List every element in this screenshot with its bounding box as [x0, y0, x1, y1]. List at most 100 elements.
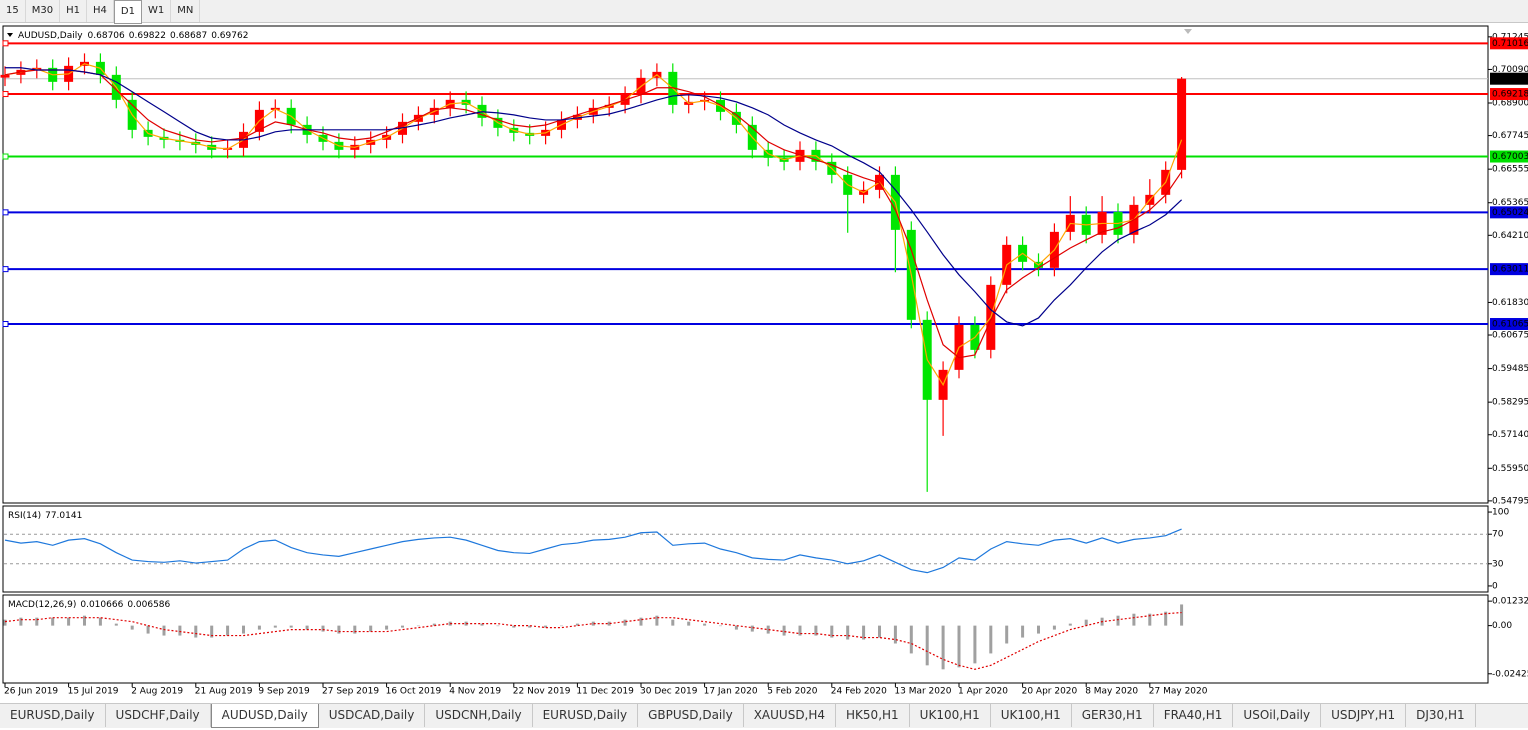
- moving-average: [4, 63, 1183, 387]
- macd-bar: [496, 625, 500, 627]
- macd-bar: [1021, 625, 1025, 638]
- chart-tab[interactable]: EURUSD,Daily: [0, 704, 106, 727]
- macd-panel: [2, 594, 1489, 684]
- macd-bar: [353, 625, 357, 634]
- macd-signal-value: 0.006586: [127, 600, 170, 610]
- macd-bar: [67, 617, 71, 626]
- y-tick-label: 100: [1492, 508, 1509, 518]
- macd-bar: [194, 625, 198, 638]
- level-label-box: [1490, 150, 1528, 163]
- x-tick-label: 4 Nov 2019: [449, 687, 501, 697]
- macd-bar: [432, 623, 436, 626]
- timeframe-button[interactable]: 15: [0, 0, 26, 22]
- macd-bar: [973, 625, 977, 664]
- level-handle: [2, 91, 9, 98]
- y-tick-label: 0.58295: [1492, 398, 1528, 408]
- macd-bar: [925, 625, 929, 666]
- macd-bar: [878, 625, 881, 638]
- x-tick-label: 27 Sep 2019: [322, 687, 379, 697]
- x-tick-label: 27 May 2020: [1149, 687, 1208, 697]
- macd-bar: [385, 625, 389, 630]
- header-low: 0.68687: [170, 31, 207, 41]
- candle-body: [1177, 78, 1187, 170]
- x-tick-label: 11 Dec 2019: [576, 687, 634, 697]
- candle-body: [0, 74, 10, 78]
- rsi-panel: [2, 505, 1489, 593]
- chart-tab[interactable]: AUDUSD,Daily: [210, 704, 319, 728]
- header-open: 0.68706: [88, 31, 125, 41]
- chart-tab[interactable]: EURUSD,Daily: [533, 704, 639, 727]
- chart-tab[interactable]: USOil,Daily: [1233, 704, 1322, 727]
- macd-bar: [655, 615, 659, 626]
- macd-bar: [257, 625, 261, 630]
- macd-bar: [989, 625, 993, 654]
- macd-bar: [798, 625, 802, 636]
- macd-bar: [544, 625, 548, 628]
- chart-tab[interactable]: UK100,H1: [991, 704, 1072, 727]
- level-handle: [2, 266, 9, 273]
- x-tick-label: 5 Feb 2020: [767, 687, 818, 697]
- chart-tabs: EURUSD,Daily USDCHF,Daily AUDUSD,Daily USDC…: [0, 703, 1528, 728]
- y-tick-label: 0.66555: [1492, 165, 1528, 175]
- level-handle: [2, 153, 9, 160]
- x-tick-label: 13 Mar 2020: [894, 687, 951, 697]
- macd-bar: [480, 623, 484, 626]
- header-close: 0.69762: [211, 31, 248, 41]
- macd-bar: [162, 625, 166, 636]
- level-handle: [2, 209, 9, 216]
- macd-bar: [687, 621, 691, 626]
- chart: AUDUSD,Daily 0.68706 0.69822 0.68687 0.69762…: [0, 25, 1528, 697]
- price-label-box: [1490, 72, 1528, 85]
- chart-tab[interactable]: GBPUSD,Daily: [638, 704, 744, 727]
- chart-tab[interactable]: HK50,H1: [836, 704, 910, 727]
- timeframe-button[interactable]: H4: [87, 0, 114, 22]
- chart-tab[interactable]: GER30,H1: [1072, 704, 1154, 727]
- macd-bar: [575, 623, 579, 626]
- macd-bar: [146, 625, 150, 634]
- x-tick-label: 22 Nov 2019: [513, 687, 571, 697]
- y-tick-label: 0.67745: [1492, 131, 1528, 141]
- level-label: 0.67003: [1492, 152, 1528, 162]
- x-tick-label: 1 Apr 2020: [958, 687, 1008, 697]
- macd-bar: [893, 625, 897, 644]
- macd-bar: [1068, 623, 1072, 626]
- moving-average: [4, 69, 1183, 359]
- level-label-box: [1490, 88, 1528, 101]
- chart-tab[interactable]: USDCHF,Daily: [106, 704, 211, 727]
- timeframe-button[interactable]: W1: [142, 0, 172, 22]
- timeframe-button[interactable]: M30: [26, 0, 61, 22]
- y-tick-label: 0.64210: [1492, 231, 1528, 241]
- x-tick-label: 30 Dec 2019: [640, 687, 698, 697]
- macd-bar: [591, 621, 595, 626]
- macd-bar: [210, 625, 214, 638]
- level-label-box: [1490, 206, 1528, 219]
- y-tick-label: 0.00: [1492, 621, 1512, 631]
- macd-bar: [242, 625, 245, 634]
- macd-bar: [337, 625, 341, 634]
- chart-tab[interactable]: XAUUSD,H4: [744, 704, 837, 727]
- chart-tab[interactable]: UK100,H1: [910, 704, 991, 727]
- macd-bar: [226, 625, 230, 636]
- chart-tab[interactable]: FRA40,H1: [1154, 704, 1234, 727]
- macd-title: MACD(12,26,9) 0.010666 0.006586: [8, 600, 171, 610]
- price-label: 0.69762: [1492, 74, 1528, 84]
- macd-bar: [114, 623, 118, 626]
- timeframe-button[interactable]: MN: [171, 0, 201, 22]
- rsi-title: RSI(14) 77.0141: [8, 511, 82, 521]
- chart-tab[interactable]: USDCNH,Daily: [425, 704, 533, 727]
- timeframe-button[interactable]: H1: [60, 0, 87, 22]
- x-tick-label: 20 Apr 2020: [1022, 687, 1078, 697]
- y-tick-label: 0.57140: [1492, 430, 1528, 440]
- timeframe-toolbar: 15 M30 H1 H4 D1 W1 MN: [0, 0, 1528, 24]
- level-handle: [2, 321, 9, 328]
- chart-tab[interactable]: USDCAD,Daily: [319, 704, 426, 727]
- macd-bar: [1164, 611, 1168, 626]
- chart-tab[interactable]: DJ30,H1: [1406, 704, 1476, 727]
- macd-bar: [98, 617, 102, 626]
- chart-tab[interactable]: USDJPY,H1: [1321, 704, 1407, 727]
- macd-bar: [1116, 615, 1120, 626]
- moving-average: [5, 67, 1183, 327]
- macd-bar: [178, 625, 182, 636]
- timeframe-button[interactable]: D1: [113, 0, 142, 24]
